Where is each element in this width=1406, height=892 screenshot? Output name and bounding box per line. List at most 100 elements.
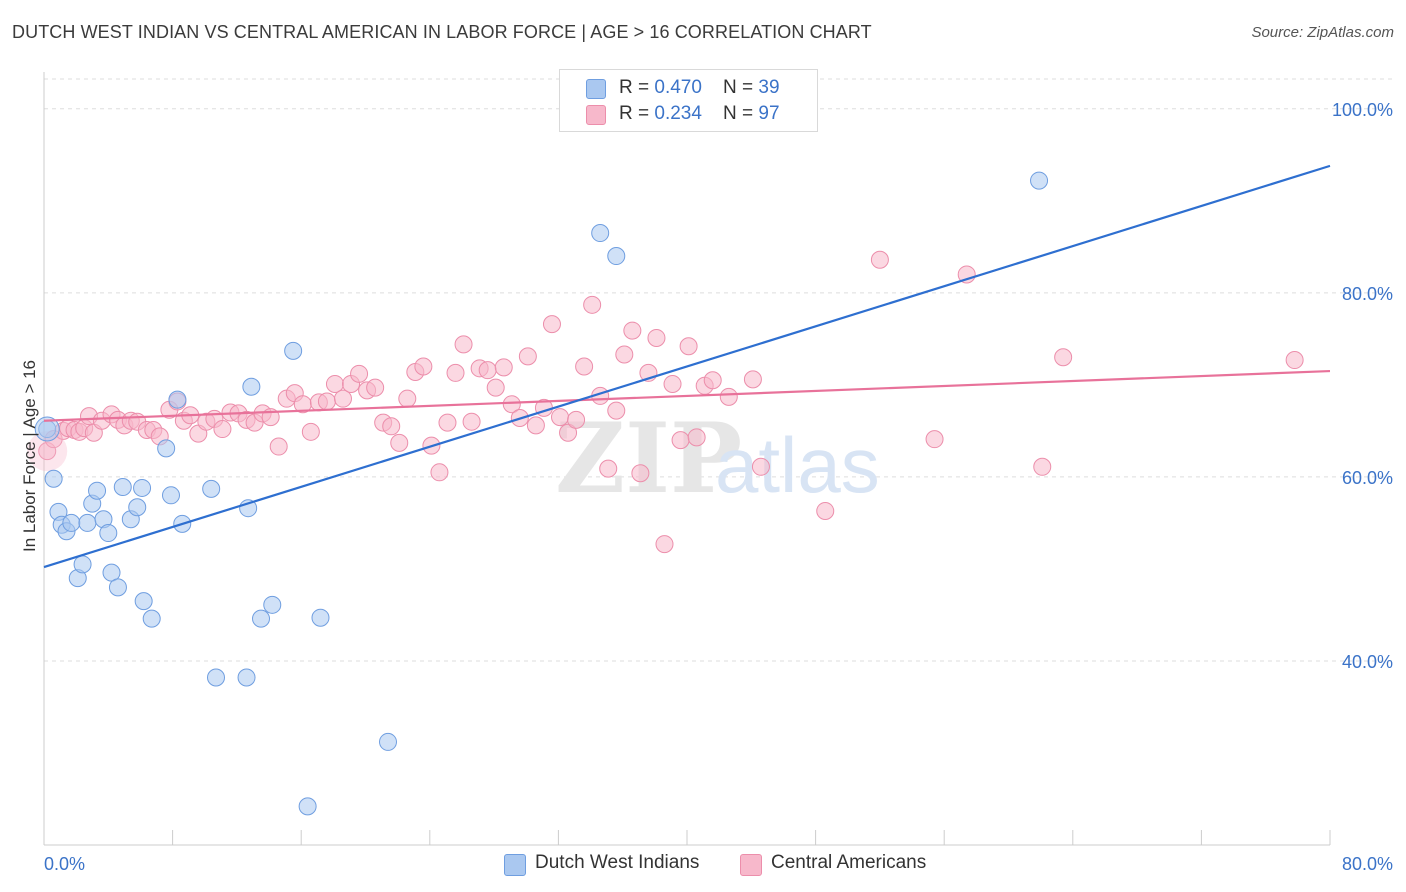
dutch-west-indian-point xyxy=(311,608,330,627)
dutch-west-indian-point xyxy=(591,224,610,243)
bottom-legend-swatch-blue xyxy=(504,854,526,876)
legend-blue-n-label: N = xyxy=(723,77,759,98)
legend-blue-r-value: 0.470 xyxy=(654,77,702,98)
dutch-west-indian-point xyxy=(108,578,127,597)
central-american-point xyxy=(575,357,594,376)
central-american-point xyxy=(655,535,674,554)
dutch-west-indian-point xyxy=(157,439,176,458)
central-americans-trend-line xyxy=(43,369,1331,422)
x-tick-label-left: 0.0% xyxy=(44,854,85,874)
central-american-point xyxy=(213,420,232,439)
dutch-west-indian-point xyxy=(298,797,317,816)
dutch-west-indian-point xyxy=(62,513,81,532)
central-american-point xyxy=(663,374,682,393)
central-american-point xyxy=(494,358,513,377)
dutch-west-indian-point xyxy=(128,498,147,517)
dutch-west-indian-point xyxy=(242,377,261,396)
bottom-legend-label-pink: Central Americans xyxy=(771,852,927,873)
dutch-west-indian-point xyxy=(161,486,180,505)
dutch-west-indian-point xyxy=(133,478,152,497)
central-american-point xyxy=(542,315,561,334)
central-american-point xyxy=(526,416,545,435)
y-tick-label: 100.0% xyxy=(1332,100,1393,120)
central-american-point xyxy=(647,328,666,347)
legend-swatch-pink xyxy=(586,105,606,125)
correlation-legend: R = 0.470 N = 39 R = 0.234 N = 97 xyxy=(559,69,818,132)
dutch-west-indian-point xyxy=(113,478,132,497)
central-american-point xyxy=(1054,348,1073,367)
central-american-point xyxy=(438,413,457,432)
central-american-point xyxy=(502,395,521,414)
central-american-point xyxy=(486,378,505,397)
dutch-west-indian-point xyxy=(379,732,398,751)
watermark: ZIP atlas xyxy=(555,402,880,515)
watermark-atlas: atlas xyxy=(715,421,880,509)
central-american-point xyxy=(1033,457,1052,476)
dutch-west-indian-point xyxy=(1030,171,1049,190)
legend-blue-n-value: 39 xyxy=(758,77,780,98)
central-american-point xyxy=(623,321,642,340)
bottom-legend-label-blue: Dutch West Indians xyxy=(535,852,700,873)
dutch-west-indians-points xyxy=(34,171,1049,816)
central-american-point xyxy=(870,250,889,269)
central-american-point xyxy=(390,433,409,452)
central-american-point xyxy=(1285,351,1304,370)
dutch-west-indians-trend-line xyxy=(43,164,1331,569)
central-american-point xyxy=(631,464,650,483)
bottom-legend-swatch-pink xyxy=(740,854,762,876)
legend-pink-r-label: R = xyxy=(619,103,655,124)
central-american-point xyxy=(398,389,417,408)
dutch-west-indian-point xyxy=(207,668,226,687)
y-tick-labels: 100.0% 80.0% 60.0% 40.0% xyxy=(1332,100,1393,672)
dutch-west-indian-point xyxy=(78,513,97,532)
dutch-west-indian-point xyxy=(252,609,271,628)
central-american-point xyxy=(350,364,369,383)
y-axis-label: In Labor Force | Age > 16 xyxy=(20,360,39,552)
central-american-cluster-point xyxy=(27,431,68,472)
central-american-point xyxy=(687,428,706,447)
legend-pink-r-value: 0.234 xyxy=(654,103,702,124)
central-american-point xyxy=(599,459,618,478)
central-american-point xyxy=(301,422,320,441)
central-american-point xyxy=(607,401,626,420)
central-american-point xyxy=(317,392,336,411)
dutch-west-indian-cluster-point xyxy=(34,416,60,442)
gridlines xyxy=(44,78,1392,662)
central-american-point xyxy=(679,337,698,356)
y-tick-label: 80.0% xyxy=(1342,284,1393,304)
central-american-point xyxy=(325,374,344,393)
central-american-point xyxy=(462,412,481,431)
trend-lines xyxy=(43,164,1331,569)
central-american-point xyxy=(382,417,401,436)
legend-pink-n-label: N = xyxy=(723,103,759,124)
central-american-point xyxy=(816,501,835,520)
central-american-point xyxy=(703,371,722,390)
central-american-point xyxy=(719,387,738,406)
central-american-point xyxy=(430,463,449,482)
central-american-point xyxy=(269,437,288,456)
y-tick-label: 40.0% xyxy=(1342,652,1393,672)
watermark-zip: ZIP xyxy=(555,402,742,515)
central-american-point xyxy=(751,457,770,476)
central-american-point xyxy=(333,389,352,408)
dutch-west-indian-point xyxy=(237,668,256,687)
dutch-west-indian-point xyxy=(202,479,221,498)
dutch-west-indian-point xyxy=(73,555,92,574)
central-american-point xyxy=(518,347,537,366)
dutch-west-indian-point xyxy=(142,609,161,628)
central-american-point xyxy=(925,430,944,449)
source-label: Source: ZipAtlas.com xyxy=(1251,24,1394,41)
central-american-point xyxy=(559,423,578,442)
legend-pink-n-value: 97 xyxy=(758,103,780,124)
x-tick-label-right: 80.0% xyxy=(1342,854,1393,874)
dutch-west-indian-point xyxy=(168,390,187,409)
dutch-west-indian-point xyxy=(88,481,107,500)
central-american-point xyxy=(551,408,570,427)
legend-blue-r-label: R = xyxy=(619,77,655,98)
legend-swatch-blue xyxy=(586,79,606,99)
central-american-point xyxy=(414,357,433,376)
central-american-point xyxy=(454,335,473,354)
dutch-west-indian-point xyxy=(44,469,63,488)
central-american-point xyxy=(583,295,602,314)
